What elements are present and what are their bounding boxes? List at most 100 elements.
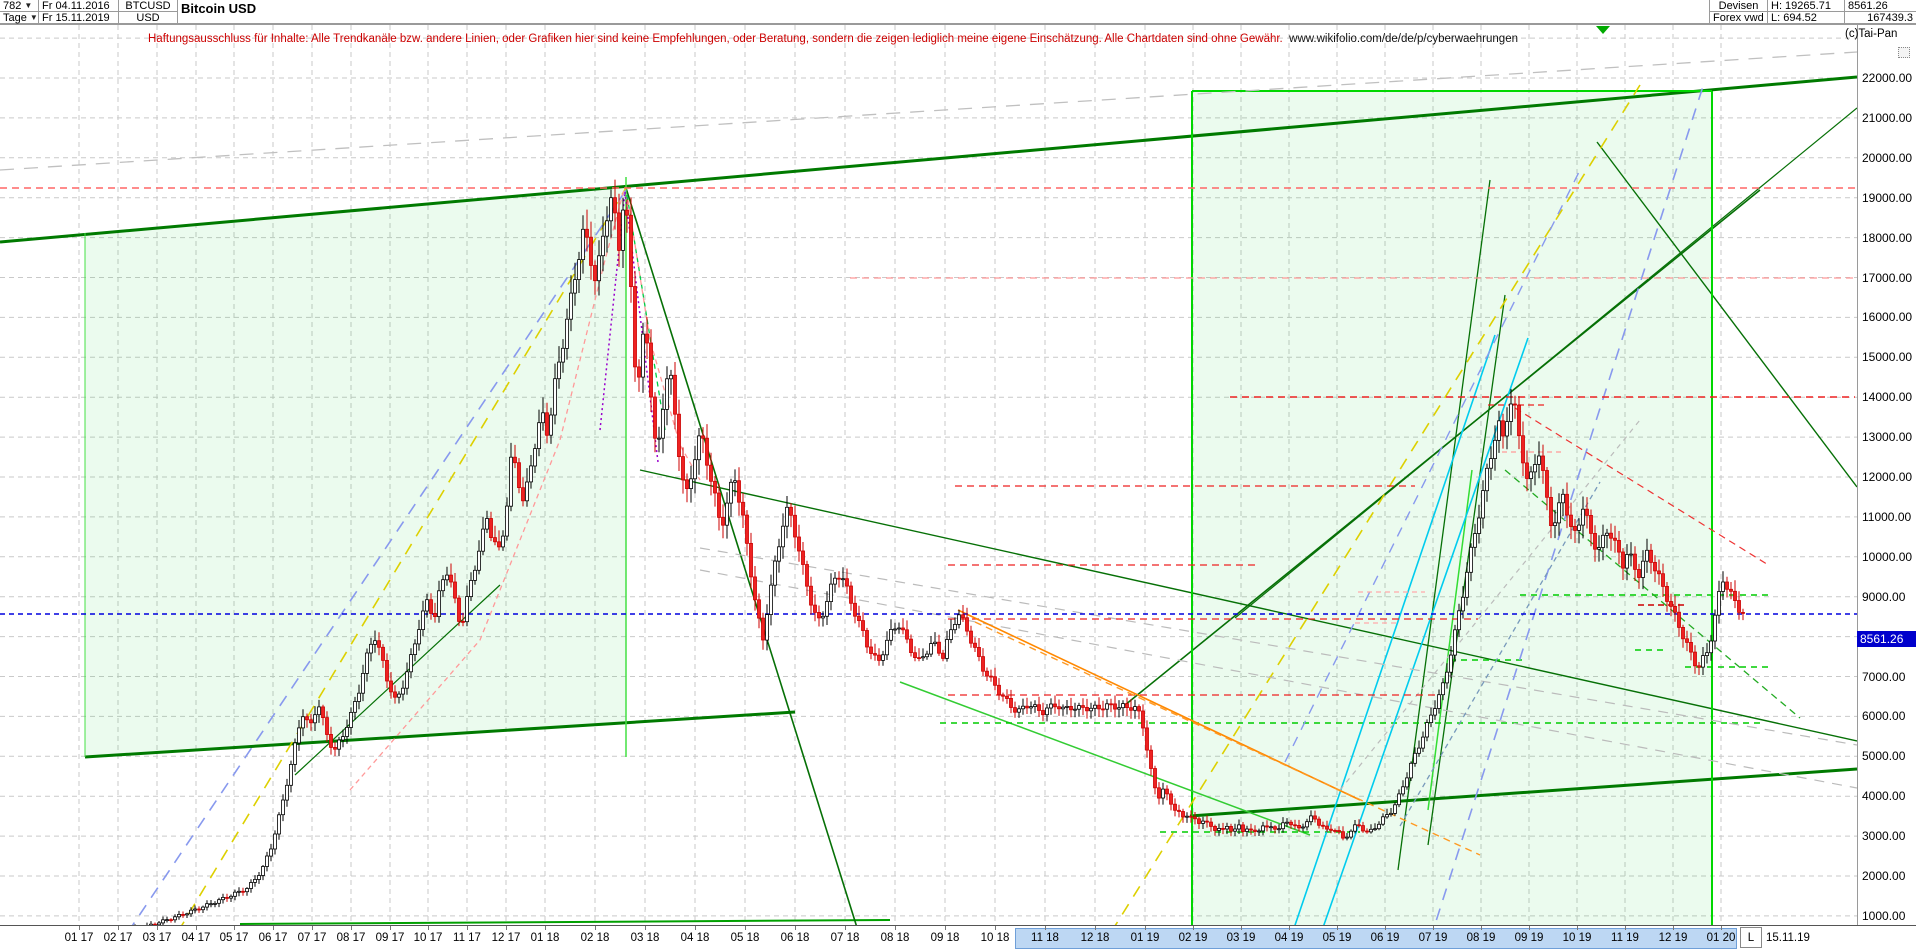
trend-line [1504, 469, 1801, 719]
price-axis-label: 13000.00 [1862, 430, 1913, 445]
time-axis-tick [1481, 926, 1482, 930]
price-axis-label: 10000.00 [1862, 549, 1913, 564]
disclaimer-url: www.wikifolio.com/de/de/p/cyberwaehrunge… [1289, 33, 1518, 45]
time-axis-tick [312, 926, 313, 930]
time-axis-label: 02 17 [103, 932, 133, 944]
high-cell: H: 19265.71 [1768, 0, 1845, 12]
trend-line [1189, 767, 1857, 818]
price-axis-label: 5000.00 [1862, 749, 1906, 764]
price-chart[interactable] [0, 25, 1857, 925]
price-axis-label: 17000.00 [1862, 270, 1913, 285]
disclaimer-text: Haftungsausschluss für Inhalte: Alle Tre… [148, 33, 1648, 45]
time-axis-label: 09 19 [1514, 932, 1544, 944]
time-axis-label: 01 19 [1130, 932, 1160, 944]
price-axis-label: 11000.00 [1862, 509, 1912, 524]
volume-cell: 167439.3 [1845, 12, 1916, 24]
time-axis-label: 06 18 [780, 932, 810, 944]
last-price-cell: 8561.26 [1845, 0, 1916, 12]
copyright-label: (c)Tai-Pan [1845, 28, 1898, 40]
time-axis-tick [795, 926, 796, 930]
time-axis-label: 01 20 [1706, 932, 1736, 944]
date-from-field[interactable]: Fr 04.11.2016 [39, 0, 119, 12]
date-to-value: Fr 15.11.2019 [42, 11, 110, 24]
low-value: L: 694.52 [1771, 11, 1817, 24]
bars-count-dropdown[interactable]: 782 ▼ [0, 0, 39, 12]
last-bar-date: 15.11.19 [1766, 932, 1810, 944]
price-axis-label: 15000.00 [1862, 350, 1913, 365]
time-axis-label: 04 17 [181, 932, 211, 944]
time-axis-selection[interactable] [1015, 928, 1737, 949]
trend-line [1427, 469, 1473, 811]
time-axis-tick [745, 926, 746, 930]
trend-line [625, 187, 858, 925]
feed-value: Forex vwd [1713, 11, 1764, 24]
time-axis-label: 07 18 [830, 932, 860, 944]
price-axis-label: 18000.00 [1862, 230, 1913, 245]
trend-line [0, 75, 1857, 244]
time-axis-label: 06 19 [1370, 932, 1400, 944]
currency-cell: USD [119, 12, 178, 24]
time-axis-tick [1385, 926, 1386, 930]
symbol-cell: BTCUSD [119, 0, 178, 12]
trend-line [239, 919, 891, 925]
time-axis-label: 09 17 [375, 932, 405, 944]
time-axis-label: 02 19 [1178, 932, 1208, 944]
time-axis-label: 10 18 [980, 932, 1010, 944]
time-axis-label: 06 17 [258, 932, 288, 944]
trend-line [699, 569, 1857, 789]
page-title: Bitcoin USD [178, 0, 1710, 24]
date-to-field[interactable]: Fr 15.11.2019 [39, 12, 119, 24]
period-value: Tage [3, 11, 27, 24]
last-price-value: 8561.26 [1848, 0, 1888, 12]
time-axis-label: 02 18 [580, 932, 610, 944]
chevron-down-icon: ▼ [29, 13, 38, 22]
time-axis-label: 12 19 [1658, 932, 1688, 944]
trend-line [974, 621, 1481, 856]
disclaimer-body: Haftungsausschluss für Inhalte: Alle Tre… [148, 33, 1283, 45]
time-axis-label: 11 18 [1031, 932, 1059, 944]
high-value: H: 19265.71 [1771, 0, 1831, 12]
time-axis: L 15.11.19 01 17 02 17 03 17 04 17 05 17 06 1… [0, 925, 1916, 952]
left-trend-channel [85, 185, 626, 757]
time-axis-tick [1529, 926, 1530, 930]
time-axis-label: 07 19 [1418, 932, 1448, 944]
time-axis-label: 08 17 [336, 932, 366, 944]
trend-line [1399, 481, 1601, 827]
time-axis-tick [995, 926, 996, 930]
low-cell: L: 694.52 [1768, 12, 1845, 24]
time-axis-label: 11 17 [453, 932, 481, 944]
time-axis-tick [428, 926, 429, 930]
price-axis-label: 12000.00 [1862, 470, 1913, 484]
last-bar-marker: L [1740, 927, 1762, 948]
price-axis-label: 20000.00 [1862, 150, 1913, 165]
trend-line [1514, 407, 1771, 567]
time-axis-tick [1577, 926, 1578, 930]
time-axis-tick [157, 926, 158, 930]
chevron-down-icon: ▼ [24, 1, 33, 10]
minimize-box-icon[interactable] [1898, 47, 1910, 58]
time-axis-tick [1433, 926, 1434, 930]
time-axis-tick [1193, 926, 1194, 930]
period-dropdown[interactable]: Tage ▼ [0, 12, 39, 24]
time-axis-label: 11 19 [1611, 932, 1639, 944]
price-axis-label: 3000.00 [1862, 829, 1906, 844]
time-axis-tick [79, 926, 80, 930]
time-axis-label: 05 19 [1322, 932, 1352, 944]
price-axis: 22000.00 21000.00 20000.00 19000.00 18000.00… [1857, 25, 1916, 925]
time-axis-tick [273, 926, 274, 930]
time-axis-label: 12 18 [1080, 932, 1110, 944]
time-axis-label: 03 18 [630, 932, 660, 944]
time-axis-tick [845, 926, 846, 930]
time-axis-label: 12 17 [491, 932, 521, 944]
trend-line [1323, 337, 1529, 925]
time-axis-label: 04 18 [680, 932, 710, 944]
trend-curve [627, 199, 701, 481]
price-axis-label: 1000.00 [1862, 908, 1906, 923]
volume-value: 167439.3 [1867, 11, 1913, 24]
time-axis-tick [1095, 926, 1096, 930]
trend-line [899, 681, 1311, 836]
time-axis-tick [467, 926, 468, 930]
price-axis-label: 4000.00 [1862, 789, 1906, 804]
currency-value: USD [136, 11, 160, 24]
trend-line [626, 194, 666, 431]
